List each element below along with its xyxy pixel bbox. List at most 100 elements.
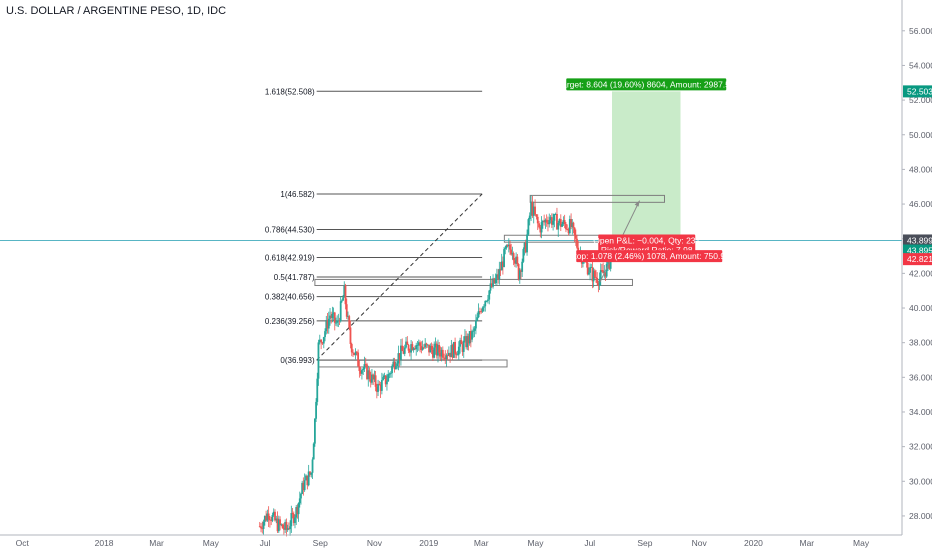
- candle-body: [449, 352, 452, 358]
- candle-body: [574, 235, 577, 239]
- candle-body: [432, 349, 434, 358]
- target-zone: [612, 91, 681, 241]
- candle-body: [544, 219, 547, 223]
- fib-level-label: 1.618(52.508): [265, 87, 315, 96]
- forecast-arrow-head: [634, 200, 640, 207]
- price-tick-label: 50.000: [909, 130, 932, 140]
- price-tick-label: 48.000: [909, 164, 932, 174]
- price-tick-label: 42.000: [909, 268, 932, 278]
- fib-level-label: 0(36.993): [280, 356, 315, 365]
- candle-body: [516, 256, 519, 265]
- chart-title: U.S. DOLLAR / ARGENTINE PESO, 1D, IDC: [6, 5, 227, 17]
- candle-body: [262, 521, 265, 529]
- candle-body: [505, 245, 508, 249]
- candle-body: [605, 263, 608, 277]
- candle-body: [441, 349, 444, 358]
- candle-body: [499, 268, 502, 271]
- candle-body: [454, 342, 456, 354]
- candle-body: [507, 244, 510, 247]
- candle-body: [446, 355, 449, 357]
- resistance-zone[interactable]: [529, 194, 665, 203]
- candle-body: [359, 371, 362, 374]
- candle-body: [410, 344, 412, 353]
- candle-body: [289, 526, 292, 530]
- candle-body: [538, 223, 540, 228]
- candle-body: [336, 321, 339, 323]
- candle-body: [397, 353, 400, 364]
- candle-body: [570, 219, 572, 227]
- candle-body: [298, 498, 301, 503]
- candle-body: [384, 375, 387, 385]
- candle-body: [405, 341, 407, 348]
- support-zone-2[interactable]: [314, 278, 633, 286]
- candle-body: [543, 220, 546, 223]
- candle-body: [352, 352, 354, 354]
- candle-body: [372, 374, 375, 380]
- candle-body: [368, 370, 371, 380]
- candle-body: [419, 342, 421, 347]
- fib-retracement[interactable]: 0(36.993) 0.236(39.256) 0.382(40.656) 0.5(4…: [265, 87, 483, 365]
- candle-body: [416, 345, 419, 346]
- long-position-tool[interactable]: Target: 8.604 (19.60%) 8604, Amount: 298…: [558, 78, 735, 283]
- candle-body: [286, 528, 289, 530]
- candle-body: [438, 345, 441, 353]
- candle-body: [493, 278, 496, 284]
- candle-body: [270, 520, 273, 521]
- price-tick-label: 56.000: [909, 26, 932, 36]
- candle-body: [592, 270, 595, 282]
- candle-body: [469, 331, 472, 340]
- time-tick-label: May: [203, 538, 220, 548]
- candle-body: [391, 366, 393, 374]
- candle-body: [403, 347, 406, 354]
- time-tick-label: 2018: [95, 538, 114, 548]
- candle-body: [373, 375, 376, 380]
- candle-body: [269, 519, 271, 521]
- candle-body: [364, 364, 367, 365]
- time-tick-label: Oct: [16, 538, 30, 548]
- candle-body: [265, 515, 268, 521]
- candle-body: [573, 227, 576, 236]
- candle-body: [310, 472, 313, 475]
- candle-body: [424, 343, 427, 348]
- candle-body: [503, 249, 505, 267]
- candle-body: [520, 270, 522, 272]
- candle-body: [339, 301, 342, 322]
- candle-body: [400, 345, 402, 360]
- candle-body: [382, 377, 385, 381]
- candle-body: [367, 370, 370, 380]
- candle-body: [553, 214, 556, 221]
- candle-body: [396, 363, 399, 367]
- price-badge: [903, 244, 932, 257]
- candle-body: [443, 357, 445, 359]
- candle-body: [473, 328, 476, 331]
- candle-body: [325, 320, 328, 332]
- time-tick-label: 2020: [744, 538, 763, 548]
- candle-body: [460, 340, 463, 345]
- candle-body: [311, 459, 314, 473]
- candle-body: [483, 306, 485, 308]
- candle-body: [383, 375, 386, 378]
- candle-body: [547, 222, 549, 225]
- candle-body: [274, 511, 276, 521]
- candle-body: [345, 304, 348, 317]
- candle-body: [343, 285, 346, 298]
- candle-body: [557, 223, 560, 230]
- candle-body: [320, 339, 323, 343]
- candle-body: [281, 524, 284, 529]
- candle-body: [434, 343, 437, 348]
- time-tick-label: Sep: [313, 538, 328, 548]
- candle-body: [562, 220, 565, 225]
- candle-body: [552, 220, 555, 225]
- candle-body: [523, 242, 526, 250]
- candle-body: [455, 353, 458, 355]
- candle-body: [535, 214, 538, 217]
- candle-body: [276, 518, 279, 532]
- candle-body: [498, 268, 501, 280]
- support-zone-1[interactable]: [317, 359, 508, 368]
- candle-body: [497, 274, 500, 280]
- candle-body: [415, 345, 418, 350]
- price-tick-label: 28.000: [909, 511, 932, 521]
- candle-body: [287, 528, 290, 530]
- candle-body: [494, 278, 497, 284]
